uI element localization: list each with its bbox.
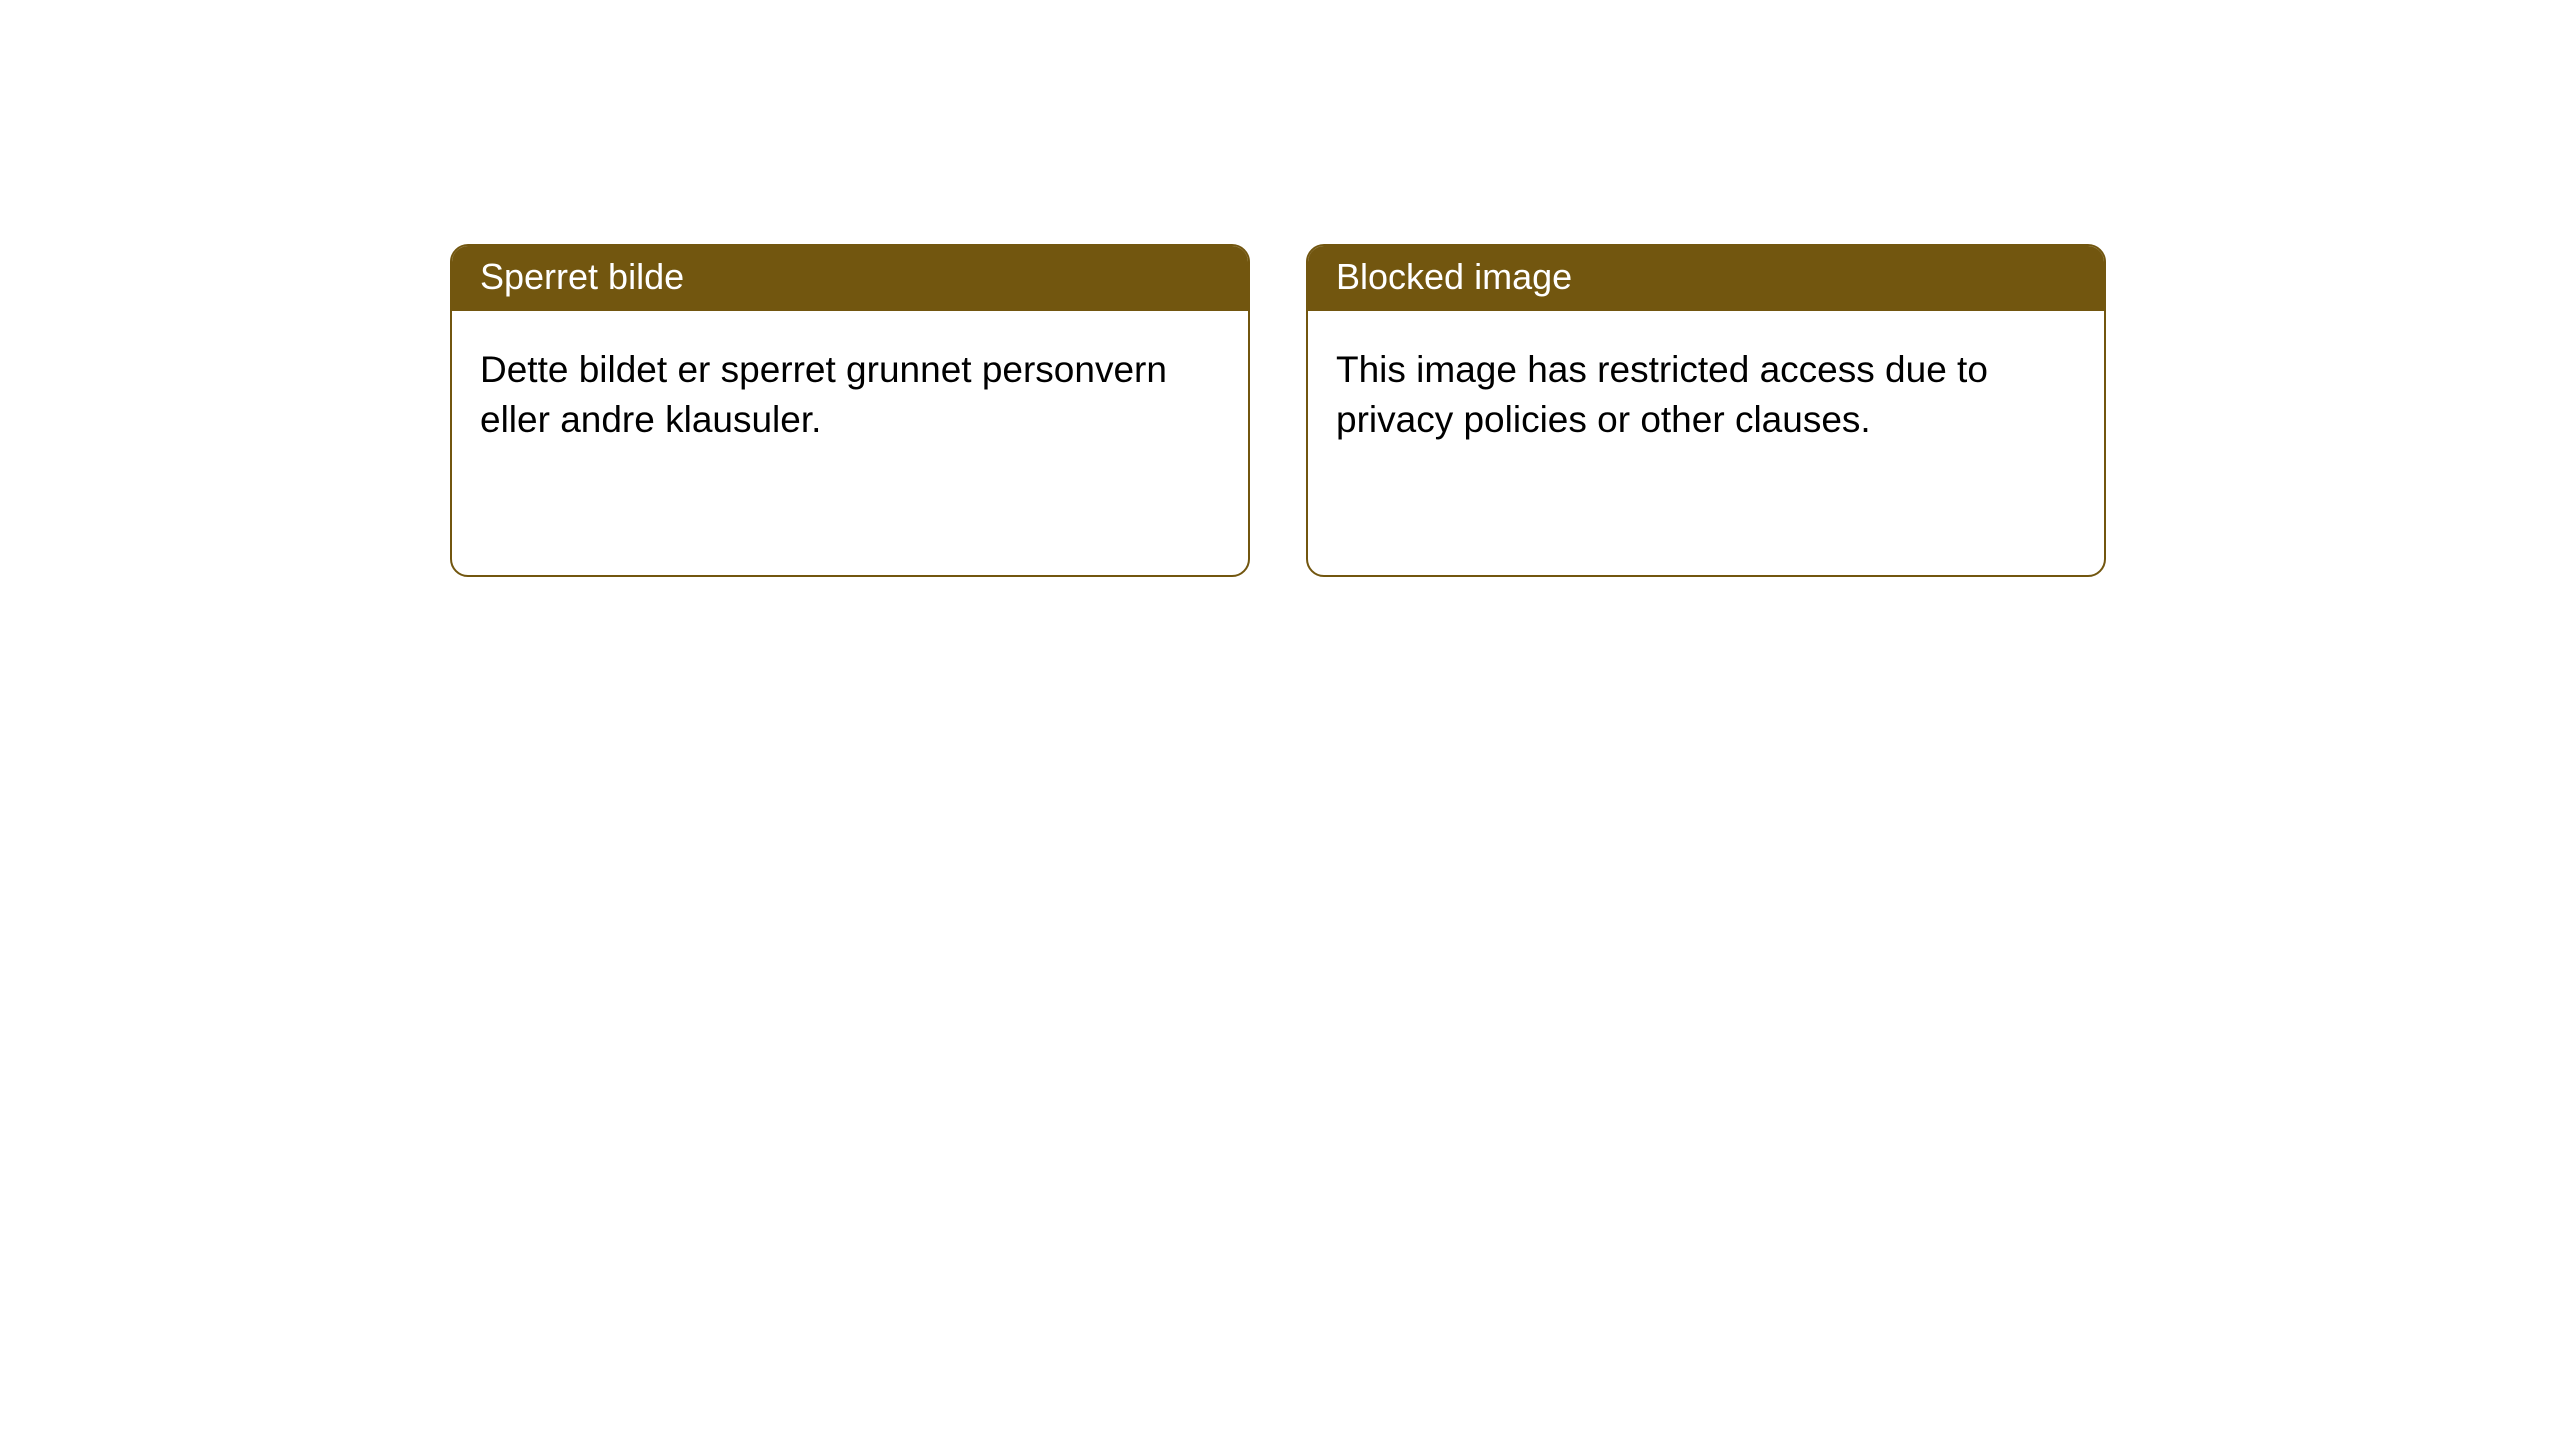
card-header-norwegian: Sperret bilde [452, 246, 1248, 311]
card-message: This image has restricted access due to … [1336, 349, 1988, 441]
card-title: Sperret bilde [480, 256, 684, 297]
card-message: Dette bildet er sperret grunnet personve… [480, 349, 1167, 441]
blocked-image-card-norwegian: Sperret bilde Dette bildet er sperret gr… [450, 244, 1250, 577]
card-header-english: Blocked image [1308, 246, 2104, 311]
notice-container: Sperret bilde Dette bildet er sperret gr… [0, 0, 2560, 577]
blocked-image-card-english: Blocked image This image has restricted … [1306, 244, 2106, 577]
card-body-english: This image has restricted access due to … [1308, 311, 2104, 474]
card-title: Blocked image [1336, 256, 1572, 297]
card-body-norwegian: Dette bildet er sperret grunnet personve… [452, 311, 1248, 474]
